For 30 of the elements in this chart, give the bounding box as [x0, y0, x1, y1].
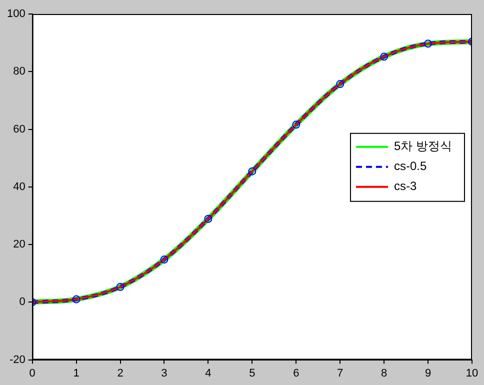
y-tick-label: 0 — [19, 296, 26, 308]
x-tick-label: 8 — [381, 367, 388, 380]
point — [160, 256, 168, 264]
point — [380, 52, 388, 61]
x-tick-label: 9 — [424, 367, 432, 380]
y-tick-label: -20 — [9, 354, 26, 366]
point — [116, 282, 124, 291]
legend-label: cs-0.5 — [394, 159, 427, 174]
x-tick-label: 10 — [466, 367, 478, 380]
x-tick-label: 6 — [293, 367, 300, 380]
y-tick-label: 20 — [13, 238, 26, 251]
point — [204, 214, 212, 223]
legend-label: 5차 방정식 — [394, 139, 452, 154]
x-tick-label: 5 — [249, 367, 256, 380]
x-tick-label: 0 — [29, 367, 36, 380]
y-tick-label: 100 — [6, 8, 26, 20]
point — [292, 120, 300, 129]
y-tick-label: 40 — [13, 180, 26, 193]
x-tick-label: 4 — [205, 367, 212, 380]
point — [424, 40, 432, 48]
x-tick-label: 7 — [337, 367, 344, 380]
x-tick-label: 2 — [117, 367, 124, 380]
legend-label: cs-3 — [394, 179, 417, 194]
point — [72, 295, 80, 304]
y-tick-label: 80 — [13, 66, 26, 78]
y-tick-label: 60 — [13, 123, 26, 136]
point — [248, 167, 256, 176]
x-tick-label: 1 — [73, 367, 80, 380]
point — [336, 80, 344, 88]
x-tick-label: 3 — [161, 367, 168, 380]
